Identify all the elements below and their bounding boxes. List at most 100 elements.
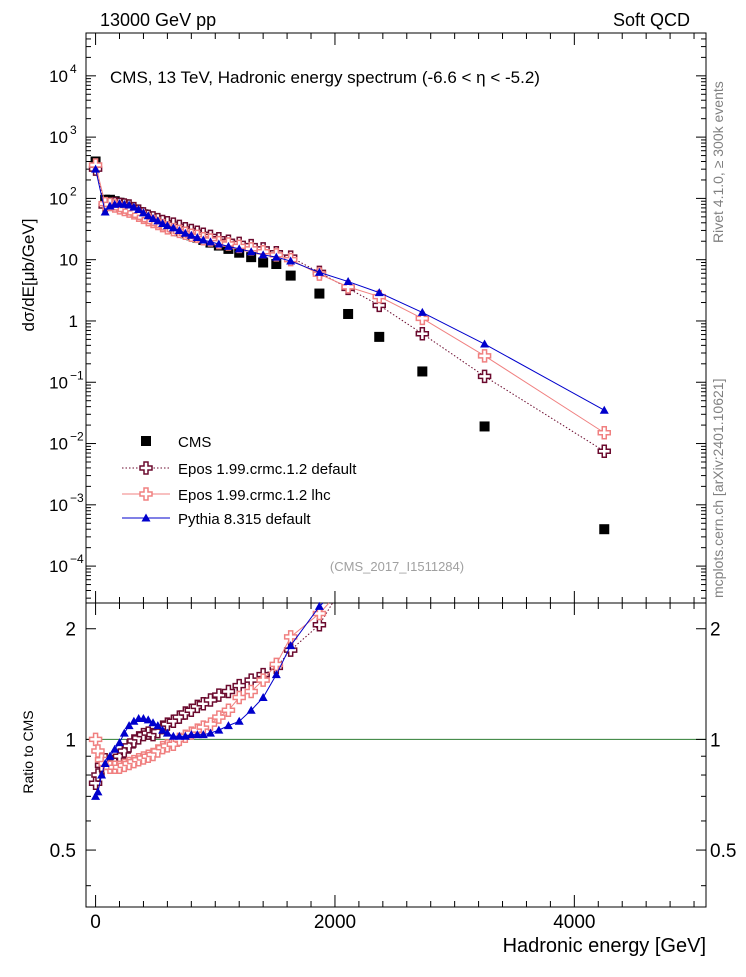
ratio-point [100, 758, 110, 767]
ratio-point [143, 715, 153, 724]
ratio-y-tick-label: 1 [65, 730, 76, 751]
mcplots-label: mcplots.cern.ch [arXiv:2401.10621] [710, 379, 726, 598]
y-tick-label: 10 [49, 557, 68, 576]
rivet-label: Rivet 4.1.0, ≥ 300k events [710, 81, 726, 243]
x-tick-label: 4000 [553, 912, 595, 933]
ratio-point [91, 791, 101, 800]
ratio-point [234, 716, 244, 725]
ratio-y-tick-label: 0.5 [50, 841, 76, 862]
ratio-point [97, 770, 107, 779]
ratio-point [214, 725, 224, 734]
data-point [479, 421, 490, 432]
data-point [143, 211, 153, 220]
series-pythia-8-315-default [91, 164, 609, 414]
ratio-point [223, 721, 233, 730]
ratio-point [205, 728, 215, 737]
data-point [314, 288, 325, 299]
legend-label: Pythia 8.315 default [178, 511, 311, 528]
data-point [343, 308, 354, 319]
legend-marker [139, 487, 153, 501]
ratio-point [221, 684, 236, 699]
data-point [180, 228, 190, 237]
header-left: 13000 GeV pp [100, 10, 216, 30]
ratio-point [256, 673, 270, 687]
series-line [95, 164, 605, 434]
legend-marker [141, 513, 151, 522]
legend: CMS Epos 1.99.crmc.1.2 default Epos 1.99.c… [122, 434, 357, 528]
ratio-point [148, 718, 158, 727]
ratio-point [168, 731, 178, 740]
data-point [258, 257, 269, 268]
ratio-point [212, 710, 226, 724]
ratio-point [93, 787, 103, 796]
data-point [285, 270, 296, 281]
ratio-point [115, 738, 125, 747]
data-point [205, 237, 215, 246]
data-point [91, 164, 101, 173]
y-tick-label: 10 [49, 128, 68, 147]
y-tick-label-exponent: −2 [70, 430, 84, 444]
data-point [148, 213, 158, 222]
ratio-point [124, 721, 134, 730]
data-point [480, 339, 490, 348]
data-point [186, 230, 196, 239]
legend-label: Epos 1.99.crmc.1.2 default [178, 461, 357, 478]
data-point [138, 208, 148, 217]
y-tick-label: 10 [49, 189, 68, 208]
data-point [234, 244, 244, 253]
ratio-point [174, 731, 184, 740]
data-point [417, 366, 428, 377]
ratio-frame [85, 602, 707, 908]
data-point [174, 225, 184, 234]
ratio-point [246, 705, 256, 714]
data-point [162, 221, 172, 230]
x-axis-label: Hadronic energy [GeV] [503, 935, 706, 957]
ratio-point [119, 728, 129, 737]
ratio-point [258, 693, 268, 702]
data-point [258, 250, 268, 259]
data-point [415, 311, 430, 326]
data-point [158, 218, 168, 227]
ratio-point [198, 730, 208, 739]
ratio-point [221, 703, 236, 718]
ratio-point [203, 693, 218, 707]
data-point [124, 200, 134, 209]
legend-marker [139, 461, 153, 475]
ratio-point [105, 751, 115, 760]
analysis-id: (CMS_2017_I1511284) [330, 559, 464, 574]
data-point [374, 331, 385, 342]
data-point [168, 223, 178, 232]
legend-label: CMS [178, 434, 211, 451]
y-tick-label: 10 [49, 435, 68, 454]
ratio-y-tick-label-right: 1 [710, 730, 721, 751]
y-tick-label-exponent: −3 [70, 491, 84, 505]
data-point [286, 256, 296, 265]
data-point [415, 326, 430, 341]
data-point [599, 405, 609, 414]
ratio-y-tick-label: 2 [65, 620, 76, 641]
ratio-point [271, 670, 281, 679]
y-tick-label: 10 [49, 67, 68, 86]
ratio-point [158, 725, 168, 734]
y-tick-label: 1 [69, 312, 78, 331]
ratio-point [244, 673, 258, 687]
ratio-point [117, 744, 132, 758]
ratio-point [166, 737, 181, 752]
ratio-point [88, 732, 103, 747]
ratio-point [203, 717, 218, 731]
data-point [192, 233, 202, 242]
ratio-point [110, 744, 120, 753]
y-tick-label-exponent: 3 [70, 123, 77, 137]
ratio-y-tick-label-right: 0.5 [710, 841, 736, 862]
data-point [246, 252, 257, 263]
y-tick-label: 10 [59, 251, 78, 270]
data-point [246, 247, 256, 256]
ratio-point [286, 641, 296, 650]
ratio-point [312, 618, 327, 632]
legend-label: Epos 1.99.crmc.1.2 lhc [178, 487, 331, 504]
ratio-series-pythia-8-315-default [91, 601, 324, 800]
data-point [597, 444, 612, 458]
ratio-point [192, 730, 202, 739]
